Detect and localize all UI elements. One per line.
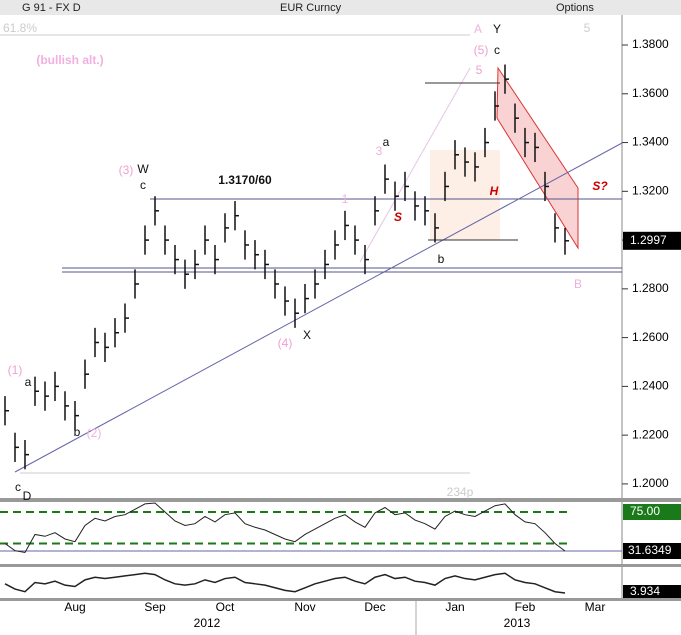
y-tick-label: 1.2200 [632,427,669,441]
rsi-value: 31.6349 [628,543,672,557]
x-tick-label: Aug [64,600,85,614]
rsi-level-label: 75.00 [630,504,660,518]
annotation: (3) [119,163,134,177]
annotation: S [394,210,402,224]
annotation: a [383,135,390,149]
zone [430,150,500,240]
annotation: (5) [474,43,489,57]
annotation: Y [493,22,501,36]
x-tick-label: Oct [216,600,235,614]
annotation: X [303,328,311,342]
annotation: b [438,252,445,266]
y-tick-label: 1.3800 [632,37,669,51]
ticker[interactable]: EUR Curncy [280,2,342,14]
y-tick-label: 1.2400 [632,379,669,393]
annotation: W [137,162,149,176]
x-tick-label: Jan [445,600,464,614]
y-tick-label: 1.2600 [632,330,669,344]
annotation: A [474,22,482,36]
annotation: 1.3170/60 [218,173,272,187]
label-box [623,543,681,560]
trend-line [14,142,623,473]
year-label: 2012 [194,616,221,630]
x-tick-label: Dec [364,600,385,614]
annotation: c [140,178,146,192]
toolbar-title: G 91 - FX D [22,2,81,14]
y-tick-label: 1.3600 [632,86,669,100]
annotation: 61.8% [3,21,37,35]
annotation: (1) [8,363,23,377]
y-tick-label: 1.3200 [632,183,669,197]
momentum-readout: 3.934 [630,584,660,598]
label-box [623,585,681,598]
annotation: b [74,425,81,439]
annotation: (bullish alt.) [36,53,103,67]
x-tick-label: Sep [144,600,166,614]
annotation: c [15,480,21,494]
annotation: D [23,489,32,503]
annotation: 5 [584,21,591,35]
y-tick-label: 1.2000 [632,476,669,490]
annotation: c [494,43,500,57]
annotation: B [574,277,582,291]
annotation: 5 [476,63,483,77]
annotation: (2) [87,426,102,440]
annotation: 234p [447,485,474,499]
channel [496,66,579,250]
divider [0,498,681,502]
divider [0,598,681,601]
x-tick-label: Nov [294,600,315,614]
rsi-line [4,502,566,554]
x-tick-label: Mar [585,600,606,614]
x-tick-label: Feb [515,600,536,614]
annotation: a [25,375,32,389]
trend-line [359,67,471,263]
price-box [623,231,681,250]
last-price: 1.2997 [630,233,667,247]
divider [0,564,681,567]
annotation: H [490,184,499,198]
toolbar [0,0,681,15]
annotation: 1 [342,192,349,206]
annotation: (4) [278,336,293,350]
label-box [623,503,681,520]
y-tick-label: 1.3400 [632,135,669,149]
annotation: S? [592,179,608,193]
y-tick-label: 1.2800 [632,281,669,295]
momentum-line [4,572,566,594]
options[interactable]: Options [556,2,594,14]
year-label: 2013 [504,616,531,630]
annotation: 3 [376,144,383,158]
